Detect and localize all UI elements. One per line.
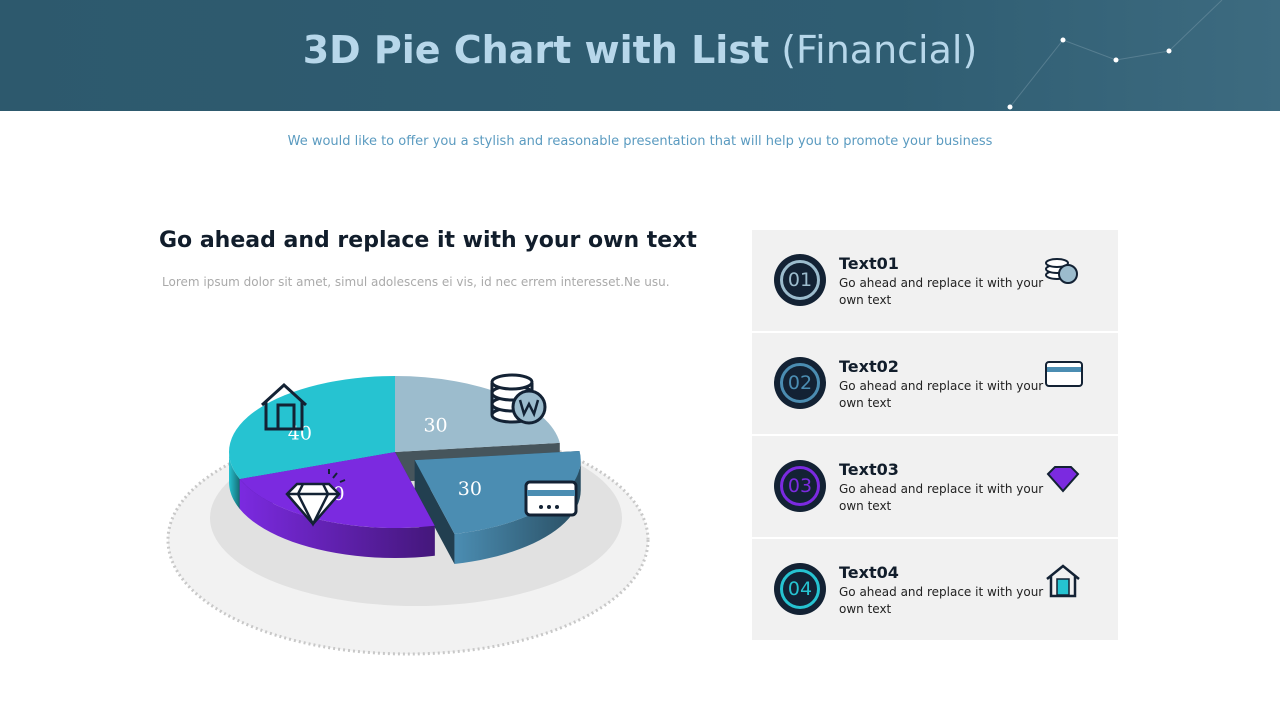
- item-text: Go ahead and replace it with your own te…: [839, 482, 1044, 513]
- list-item: 04 Text04 Go ahead and replace it with y…: [752, 539, 1118, 642]
- pie-chart: 30 30 30 40: [166, 376, 650, 656]
- header-band: 3D Pie Chart with List (Financial): [0, 0, 1280, 111]
- item-title: Text01: [839, 254, 899, 273]
- title-bold: 3D Pie Chart with List: [302, 28, 770, 72]
- item-text: Go ahead and replace it with your own te…: [839, 585, 1044, 616]
- slice-label: 30: [423, 415, 447, 437]
- slice-side: [229, 452, 240, 509]
- number: 02: [780, 363, 820, 403]
- item-icon: [1045, 361, 1083, 387]
- slice-wall: [414, 460, 455, 564]
- number-badge: 02: [774, 357, 826, 409]
- slice: [395, 376, 560, 452]
- title: 3D Pie Chart with List (Financial): [0, 28, 1280, 72]
- slice-label: 40: [288, 422, 312, 444]
- body-text: Lorem ipsum dolor sit amet, simul adoles…: [162, 275, 670, 289]
- slice-side: [239, 478, 435, 558]
- header-decoration: [1007, 0, 1223, 110]
- slice-side: [454, 460, 581, 564]
- item-icon: [1046, 564, 1080, 598]
- number: 04: [780, 569, 820, 609]
- item-text: Go ahead and replace it with your own te…: [839, 276, 1044, 307]
- item-text: Go ahead and replace it with your own te…: [839, 379, 1044, 410]
- number: 01: [780, 260, 820, 300]
- heading: Go ahead and replace it with your own te…: [159, 228, 697, 253]
- number-badge: 04: [774, 563, 826, 615]
- item-title: Text04: [839, 563, 899, 582]
- list-panel: 01 Text01 Go ahead and replace it with y…: [752, 230, 1118, 642]
- list-item: 02 Text02 Go ahead and replace it with y…: [752, 333, 1118, 436]
- item-icon: [1046, 466, 1080, 493]
- number-badge: 03: [774, 460, 826, 512]
- subtitle: We would like to offer you a stylish and…: [287, 134, 993, 149]
- list-item: 03 Text03 Go ahead and replace it with y…: [752, 436, 1118, 539]
- number-badge: 01: [774, 254, 826, 306]
- title-light: (Financial): [781, 28, 978, 72]
- item-title: Text03: [839, 460, 899, 479]
- item-icon: [1045, 258, 1078, 284]
- slice-label: 30: [458, 478, 482, 500]
- item-title: Text02: [839, 357, 899, 376]
- list-item: 01 Text01 Go ahead and replace it with y…: [752, 230, 1118, 333]
- slice-label: 30: [320, 483, 344, 505]
- number: 03: [780, 466, 820, 506]
- slice: [414, 451, 581, 534]
